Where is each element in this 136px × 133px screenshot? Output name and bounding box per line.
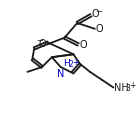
Text: −: −: [36, 36, 43, 45]
Text: H: H: [64, 59, 70, 68]
Text: 3: 3: [125, 84, 130, 93]
Text: O: O: [38, 40, 46, 49]
Text: +: +: [72, 58, 79, 67]
Text: O: O: [79, 40, 87, 50]
Text: NH: NH: [115, 83, 129, 93]
Text: N: N: [57, 69, 64, 79]
Text: +: +: [129, 81, 135, 90]
Text: O: O: [96, 24, 103, 34]
Text: −: −: [95, 7, 102, 16]
Text: O: O: [92, 9, 100, 19]
Text: 2: 2: [69, 60, 73, 68]
